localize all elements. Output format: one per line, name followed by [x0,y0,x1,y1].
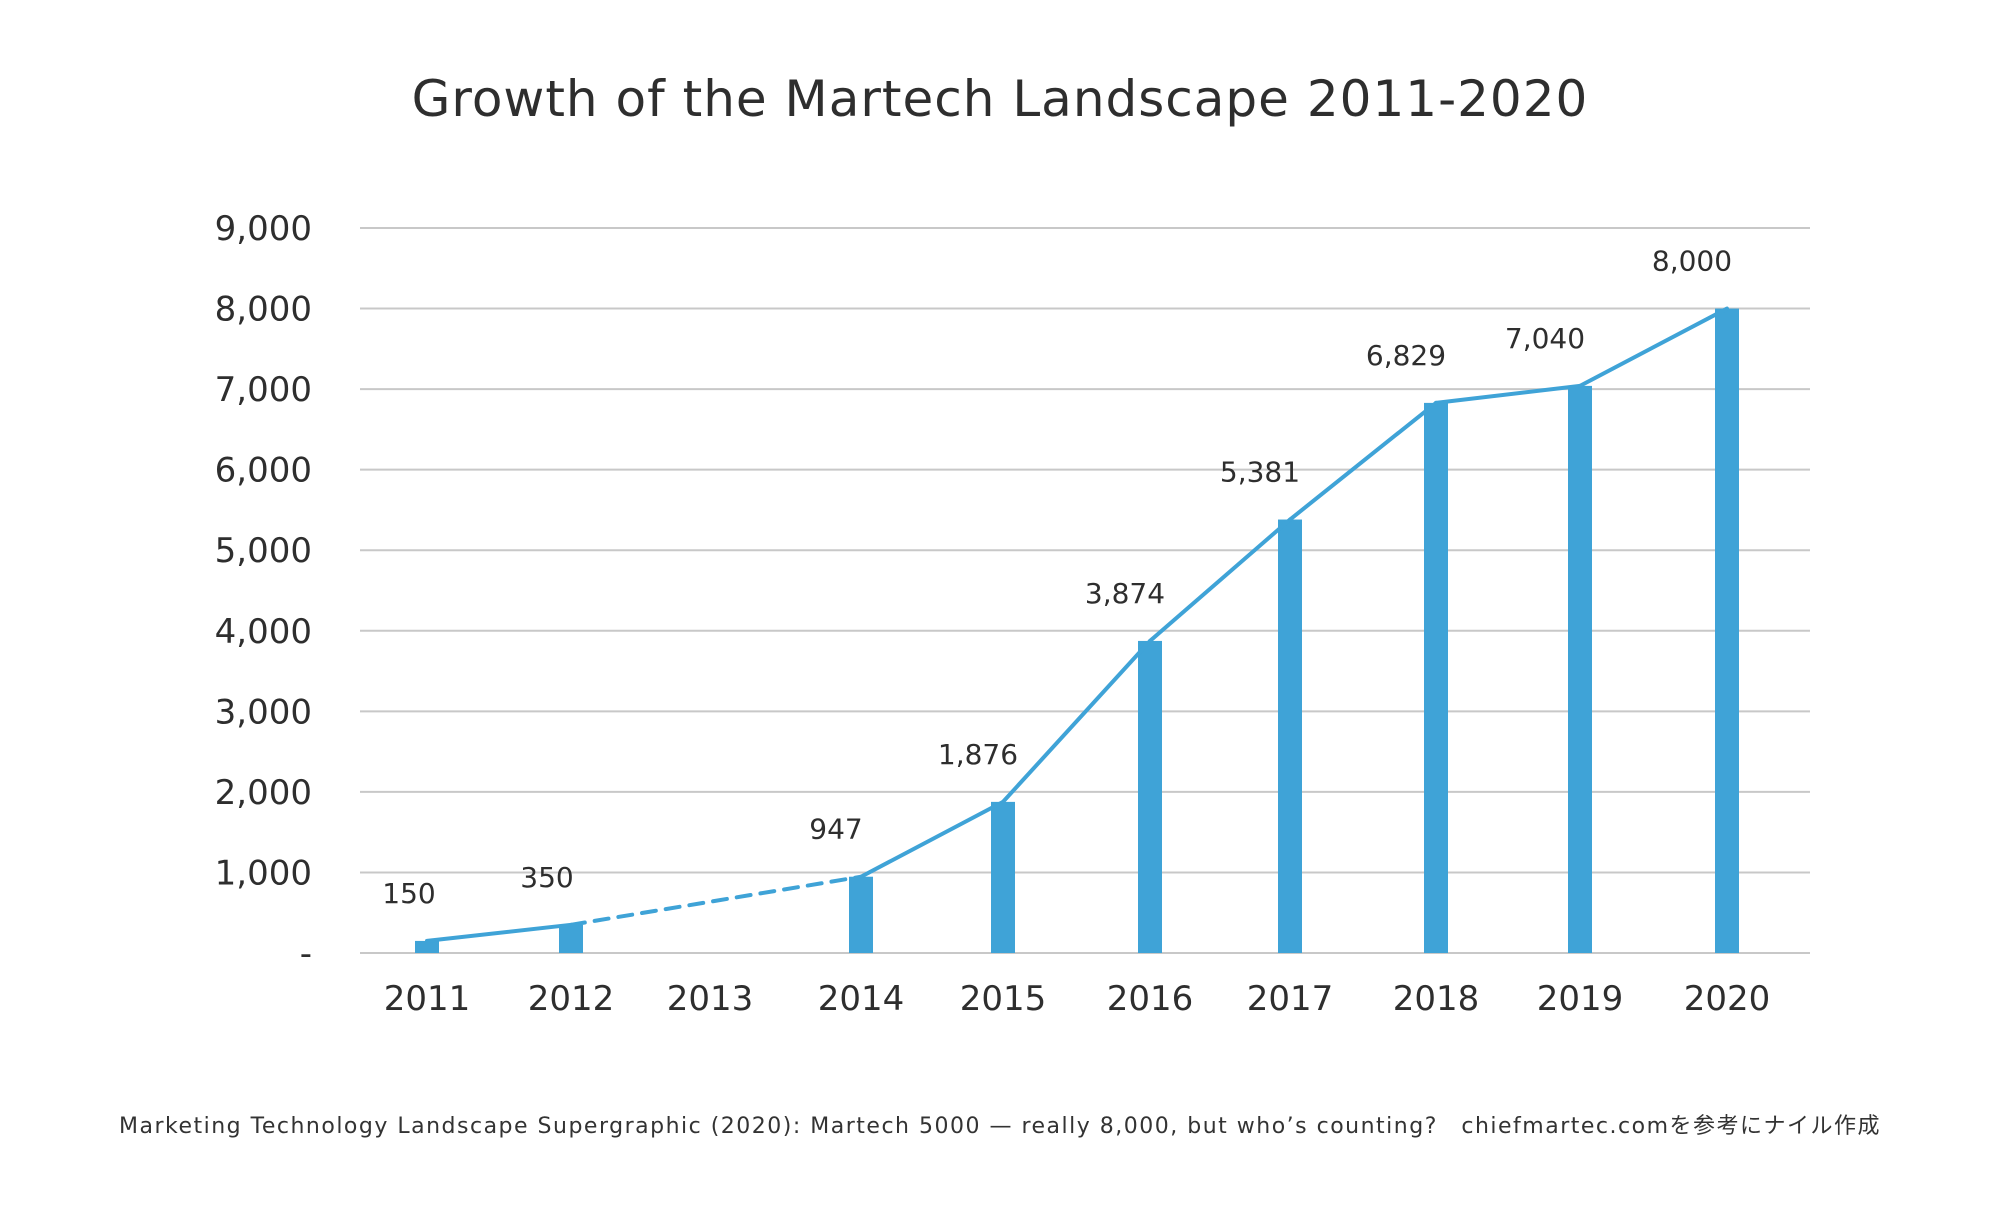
y-tick-label: 8,000 [215,290,312,330]
trend-segment [425,922,573,943]
x-tick-label: 2020 [1684,979,1771,1019]
data-label-2020: 8,000 [1652,245,1732,278]
data-label-2019: 7,040 [1505,322,1585,355]
x-axis-ticks: 2011 2012 2013 2014 2015 2016 2017 2018 2019 2020 [384,979,1771,1019]
y-tick-label: - [300,934,312,974]
x-tick-label: 2016 [1107,979,1194,1019]
data-label-2017: 5,381 [1220,456,1300,489]
bar-2020 [1715,308,1739,953]
data-label-2016: 3,874 [1085,577,1165,610]
trend-line [425,306,1729,943]
bar-2011 [415,940,439,953]
bar-2012 [559,924,583,953]
y-axis-ticks: - 1,000 2,000 3,000 4,000 5,000 6,000 7,000 8,00… [215,209,312,974]
data-label-2015: 1,876 [938,738,1018,771]
data-label-2014: 947 [809,813,862,846]
x-tick-label: 2011 [384,979,471,1019]
bar-2019 [1568,385,1592,953]
y-tick-label: 3,000 [215,692,312,732]
trend-segment [1148,517,1292,643]
y-tick-label: 2,000 [215,773,312,813]
trend-segment [1001,638,1152,804]
trend-segment [1434,383,1582,405]
x-tick-label: 2013 [667,979,754,1019]
data-label-2018: 6,829 [1366,339,1446,372]
x-tick-label: 2018 [1393,979,1480,1019]
trend-segment-dashed [569,874,863,927]
data-label-2011: 150 [382,877,435,910]
bar-2015 [991,801,1015,953]
trend-segment [1578,306,1729,388]
x-tick-label: 2019 [1537,979,1624,1019]
bar-2017 [1278,519,1302,953]
bar-2018 [1424,402,1448,953]
source-note: Marketing Technology Landscape Supergrap… [119,1114,1881,1139]
x-tick-label: 2015 [960,979,1047,1019]
trend-segment [859,799,1005,879]
data-labels: 150 350 947 1,876 3,874 5,381 6,829 7,040 8,000 [382,245,1732,910]
bar-2016 [1138,640,1162,953]
bar-2014 [849,876,873,953]
y-tick-label: 9,000 [215,209,312,249]
x-tick-label: 2012 [528,979,615,1019]
y-tick-label: 6,000 [215,451,312,491]
bars [415,308,1739,953]
y-tick-label: 7,000 [215,370,312,410]
y-tick-label: 1,000 [215,853,312,893]
y-tick-label: 5,000 [215,531,312,571]
chart-title: Growth of the Martech Landscape 2011-202… [411,70,1589,128]
x-tick-label: 2014 [818,979,905,1019]
x-tick-label: 2017 [1247,979,1334,1019]
y-tick-label: 4,000 [215,612,312,652]
trend-segment [1288,400,1438,522]
data-label-2012: 350 [520,861,573,894]
